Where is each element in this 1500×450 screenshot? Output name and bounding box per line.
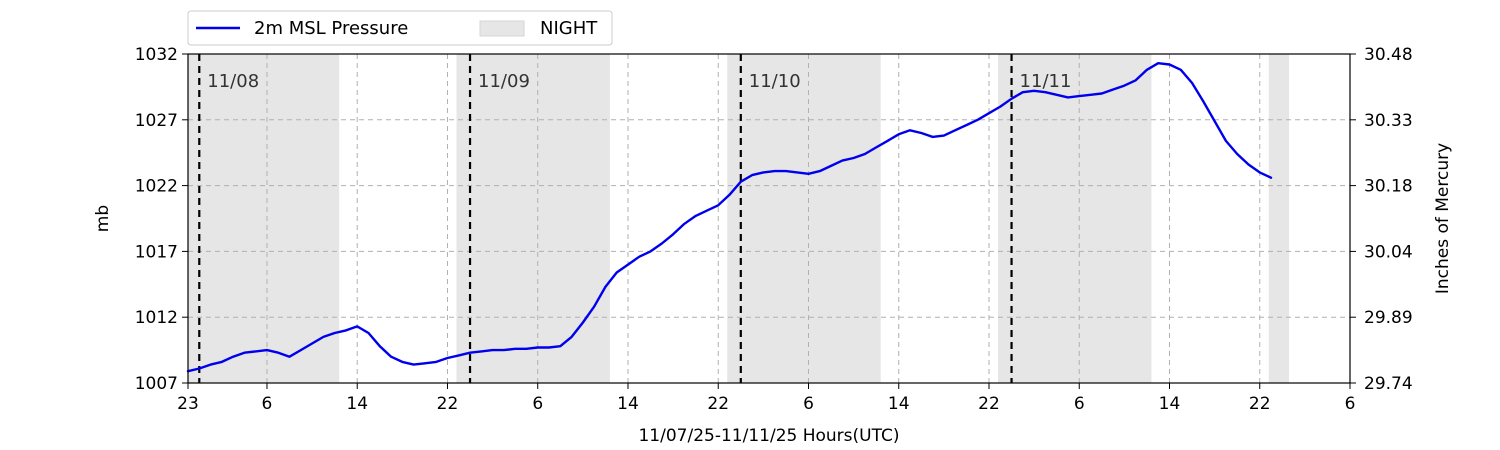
grid-lines <box>188 54 1350 383</box>
night-bands <box>188 54 1290 383</box>
x-tick-label-13: 6 <box>1345 394 1356 414</box>
series-line-pressure <box>186 62 1273 373</box>
x-tick-label-0: 23 <box>177 394 199 414</box>
x-tick-label-10: 6 <box>1074 394 1085 414</box>
x-tick-label-11: 14 <box>1159 394 1181 414</box>
y-left-tick-label-3: 1022 <box>135 177 178 197</box>
day-marker-label-1: 11/09 <box>478 71 530 92</box>
y-left-tick-label-4: 1027 <box>135 111 178 131</box>
x-tick-label-12: 22 <box>1249 394 1271 414</box>
series-layer <box>186 62 1273 373</box>
legend-pressure-label: 2m MSL Pressure <box>254 18 408 39</box>
y-axis-left-ticks: 1007 1012 1017 1022 1027 1032 <box>135 45 188 394</box>
x-tick-label-1: 6 <box>262 394 273 414</box>
y-right-tick-label-3: 30.18 <box>1364 177 1413 197</box>
x-tick-label-5: 14 <box>617 394 639 414</box>
x-axis-title: 11/07/25-11/11/25 Hours(UTC) <box>638 426 899 446</box>
x-tick-label-8: 14 <box>888 394 910 414</box>
legend-night-swatch <box>479 20 525 37</box>
x-axis-ticks: 23 6 14 22 6 14 22 6 14 22 6 14 22 6 <box>177 383 1355 414</box>
y-axis-right-title: Inches of Mercury <box>1433 143 1453 294</box>
x-tick-label-4: 6 <box>532 394 543 414</box>
day-markers: 11/08 11/09 11/10 11/11 <box>198 54 1072 383</box>
y-left-tick-label-5: 1032 <box>135 45 178 65</box>
plot-frame <box>187 53 1351 384</box>
x-tick-label-6: 22 <box>707 394 729 414</box>
y-right-tick-label-1: 29.89 <box>1364 308 1413 328</box>
y-right-tick-label-5: 30.48 <box>1364 45 1413 65</box>
y-axis-left-title: mb <box>93 205 113 232</box>
day-marker-label-2: 11/10 <box>749 71 801 92</box>
y-right-tick-label-4: 30.33 <box>1364 111 1413 131</box>
night-band-3 <box>998 54 1152 383</box>
legend-night-label: NIGHT <box>540 18 598 39</box>
y-right-tick-label-0: 29.74 <box>1364 374 1413 394</box>
day-marker-label-0: 11/08 <box>207 71 259 92</box>
y-left-tick-label-1: 1012 <box>135 308 178 328</box>
y-left-tick-label-2: 1017 <box>135 242 178 262</box>
night-band-2 <box>727 54 881 383</box>
x-tick-label-9: 22 <box>978 394 1000 414</box>
x-tick-label-7: 6 <box>803 394 814 414</box>
y-left-tick-label-0: 1007 <box>135 374 178 394</box>
x-tick-label-3: 22 <box>437 394 459 414</box>
x-tick-label-2: 14 <box>346 394 368 414</box>
legend: 2m MSL Pressure NIGHT <box>187 10 613 46</box>
night-band-0 <box>188 54 340 383</box>
night-band-1 <box>456 54 610 383</box>
night-band-4 <box>1268 54 1290 383</box>
y-axis-right-ticks: 29.74 29.89 30.04 30.18 30.33 30.48 <box>1350 45 1413 394</box>
y-right-tick-label-2: 30.04 <box>1364 242 1413 262</box>
day-marker-label-3: 11/11 <box>1020 71 1072 92</box>
